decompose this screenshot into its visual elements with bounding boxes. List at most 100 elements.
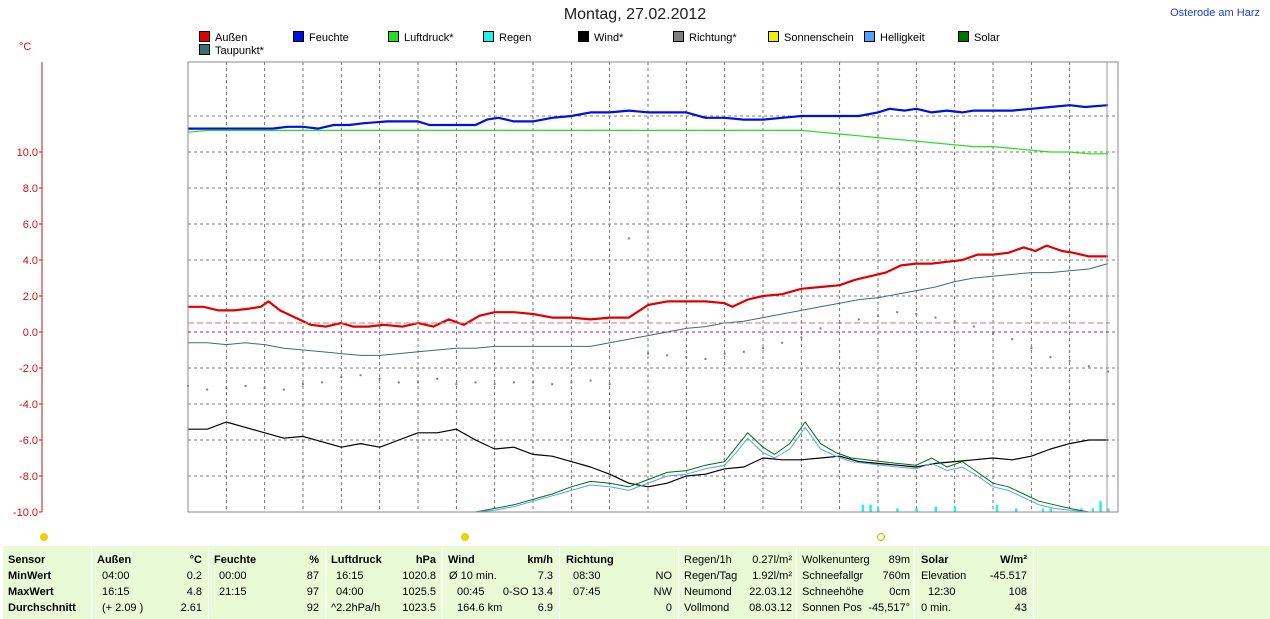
- direction-point: [972, 325, 975, 328]
- richtung-min-time: 08:30: [573, 570, 601, 582]
- y-axis-ticks: 10.0 8.0 6.0 4.0 2.0 0.0 -2.0 -4.0 -6.0 -8.0 -10.0: [13, 147, 42, 519]
- solar-max-value: 108: [1008, 586, 1027, 598]
- direction-point: [417, 381, 419, 384]
- legend-item-0[interactable]: Außen: [199, 31, 247, 44]
- direction-point: [397, 381, 400, 384]
- direction-point: [800, 336, 803, 339]
- wind-max-value: 0-SO 13.4: [502, 586, 553, 598]
- label-max: MaxWert: [8, 586, 54, 598]
- series-taupunkt: [188, 263, 1109, 356]
- series-helligkeit: [475, 426, 1089, 513]
- legend-item-5[interactable]: Richtung*: [673, 31, 737, 44]
- direction-point: [934, 316, 937, 319]
- rain-bar: [1041, 508, 1045, 512]
- aussen-min-value: 0.2: [186, 570, 202, 582]
- direction-point: [589, 379, 592, 382]
- direction-point: [244, 385, 247, 387]
- direction-point: [762, 347, 764, 350]
- direction-point: [436, 377, 439, 380]
- wind-distance: 164.6 km: [457, 602, 503, 614]
- direction-point: [781, 341, 784, 344]
- direction-point: [532, 381, 534, 384]
- schneehoehe-label: Schneehöhe: [802, 586, 864, 598]
- y-tick-label: 10.0: [17, 147, 38, 159]
- solar-unit: W/m²: [1000, 554, 1027, 566]
- y-tick-label: -8.0: [19, 471, 38, 483]
- rain-bar: [953, 506, 957, 512]
- legend-item-2[interactable]: Luftdruck*: [388, 31, 454, 44]
- rain-bar: [861, 504, 865, 512]
- direction-point: [742, 350, 745, 353]
- wind-max-time: 00:45: [457, 586, 485, 598]
- direction-point: [723, 352, 726, 355]
- series-wind: [188, 421, 1108, 488]
- luft-min-time: 16:15: [336, 570, 364, 582]
- direction-point: [1107, 370, 1109, 373]
- rain-bar: [915, 508, 918, 512]
- direction-point: [647, 352, 649, 355]
- direction-point: [819, 327, 822, 330]
- legend-item-1[interactable]: Feuchte: [293, 31, 349, 44]
- page-title: Montag, 27.02.2012: [563, 6, 707, 23]
- wind-unit: km/h: [527, 554, 553, 566]
- direction-point: [627, 237, 630, 240]
- legend-item-8[interactable]: Solar: [958, 31, 1000, 44]
- legend-swatch: [199, 31, 210, 42]
- col-luftdruck: Luftdruck hPa 16:15 1020.8 04:00 1025.5 …: [326, 546, 442, 619]
- feuchte-max-time: 21:15: [219, 586, 247, 598]
- legend-swatch: [293, 31, 304, 42]
- legend-item-3[interactable]: Regen: [483, 31, 531, 44]
- direction-point: [302, 383, 304, 386]
- regen-1h-label: Regen/1h: [684, 554, 732, 566]
- aussen-max-value: 4.8: [186, 586, 202, 598]
- direction-point: [896, 311, 899, 314]
- regen-1h-value: 0.27l/m²: [752, 554, 792, 566]
- legend-swatch: [578, 31, 589, 42]
- legend-item-9[interactable]: Taupunkt*: [199, 44, 264, 57]
- noon-sun-icon: [461, 533, 469, 541]
- y-tick-label: -2.0: [19, 363, 38, 375]
- richtung-max-time: 07:45: [573, 586, 601, 598]
- schneehoehe-value: 0cm: [889, 586, 910, 598]
- col-wolke: Wolkenunterg 89m Schneefallgr 760m Schne…: [797, 546, 914, 619]
- legend-swatch: [673, 31, 684, 42]
- series-luftdruck: [187, 129, 1108, 155]
- wolkenunterg-value: 89m: [888, 554, 910, 566]
- direction-point: [915, 313, 918, 315]
- direction-point: [378, 377, 381, 380]
- direction-point: [1030, 347, 1033, 350]
- y-tick-label: 8.0: [23, 183, 38, 195]
- legend-item-6[interactable]: Sonnenschein: [768, 31, 854, 44]
- legend-swatch: [388, 31, 399, 42]
- y-tick-label: 6.0: [23, 219, 38, 231]
- y-tick-label: 0.0: [23, 327, 38, 339]
- luft-unit: hPa: [415, 554, 436, 566]
- y-unit-label: °C: [19, 41, 32, 53]
- legend-item-4[interactable]: Wind*: [578, 31, 623, 44]
- label-sensor: Sensor: [8, 554, 46, 566]
- neumond-label: Neumond: [684, 586, 732, 598]
- label-avg: Durchschnitt: [8, 602, 76, 614]
- col-aussen: Außen °C 04:00 0.2 16:15 4.8 (+ 2.09 ) 2…: [92, 546, 208, 619]
- direction-point: [321, 381, 324, 384]
- y-tick-label: -10.0: [13, 507, 38, 519]
- luft-header: Luftdruck: [331, 554, 382, 566]
- legend-label: Helligkeit: [880, 32, 925, 44]
- sonnenpos-value: -45,517°: [868, 602, 910, 614]
- location-label[interactable]: Osterode am Harz: [1170, 7, 1260, 19]
- elevation-value: -45.517: [989, 570, 1027, 582]
- sunrise-icon: [40, 533, 48, 541]
- legend-item-7[interactable]: Helligkeit: [864, 31, 925, 44]
- rain-bar: [869, 504, 872, 512]
- direction-point: [1049, 356, 1052, 359]
- wolkenunterg-label: Wolkenunterg: [802, 554, 870, 566]
- legend-label: Sonnenschein: [784, 32, 854, 44]
- rain-bar: [1099, 501, 1102, 512]
- direction-point: [953, 320, 956, 323]
- col-regen: Regen/1h 0.27l/m² Regen/Tag 1.92l/m² Neu…: [679, 546, 796, 619]
- sonnenpos-label: Sonnen Pos: [802, 602, 862, 614]
- richtung-max-value: NW: [653, 586, 672, 598]
- col-sensor: Sensor MinWert MaxWert Durchschnitt: [3, 546, 91, 619]
- solar-header: Solar: [921, 554, 949, 566]
- richtung-header: Richtung: [566, 554, 614, 566]
